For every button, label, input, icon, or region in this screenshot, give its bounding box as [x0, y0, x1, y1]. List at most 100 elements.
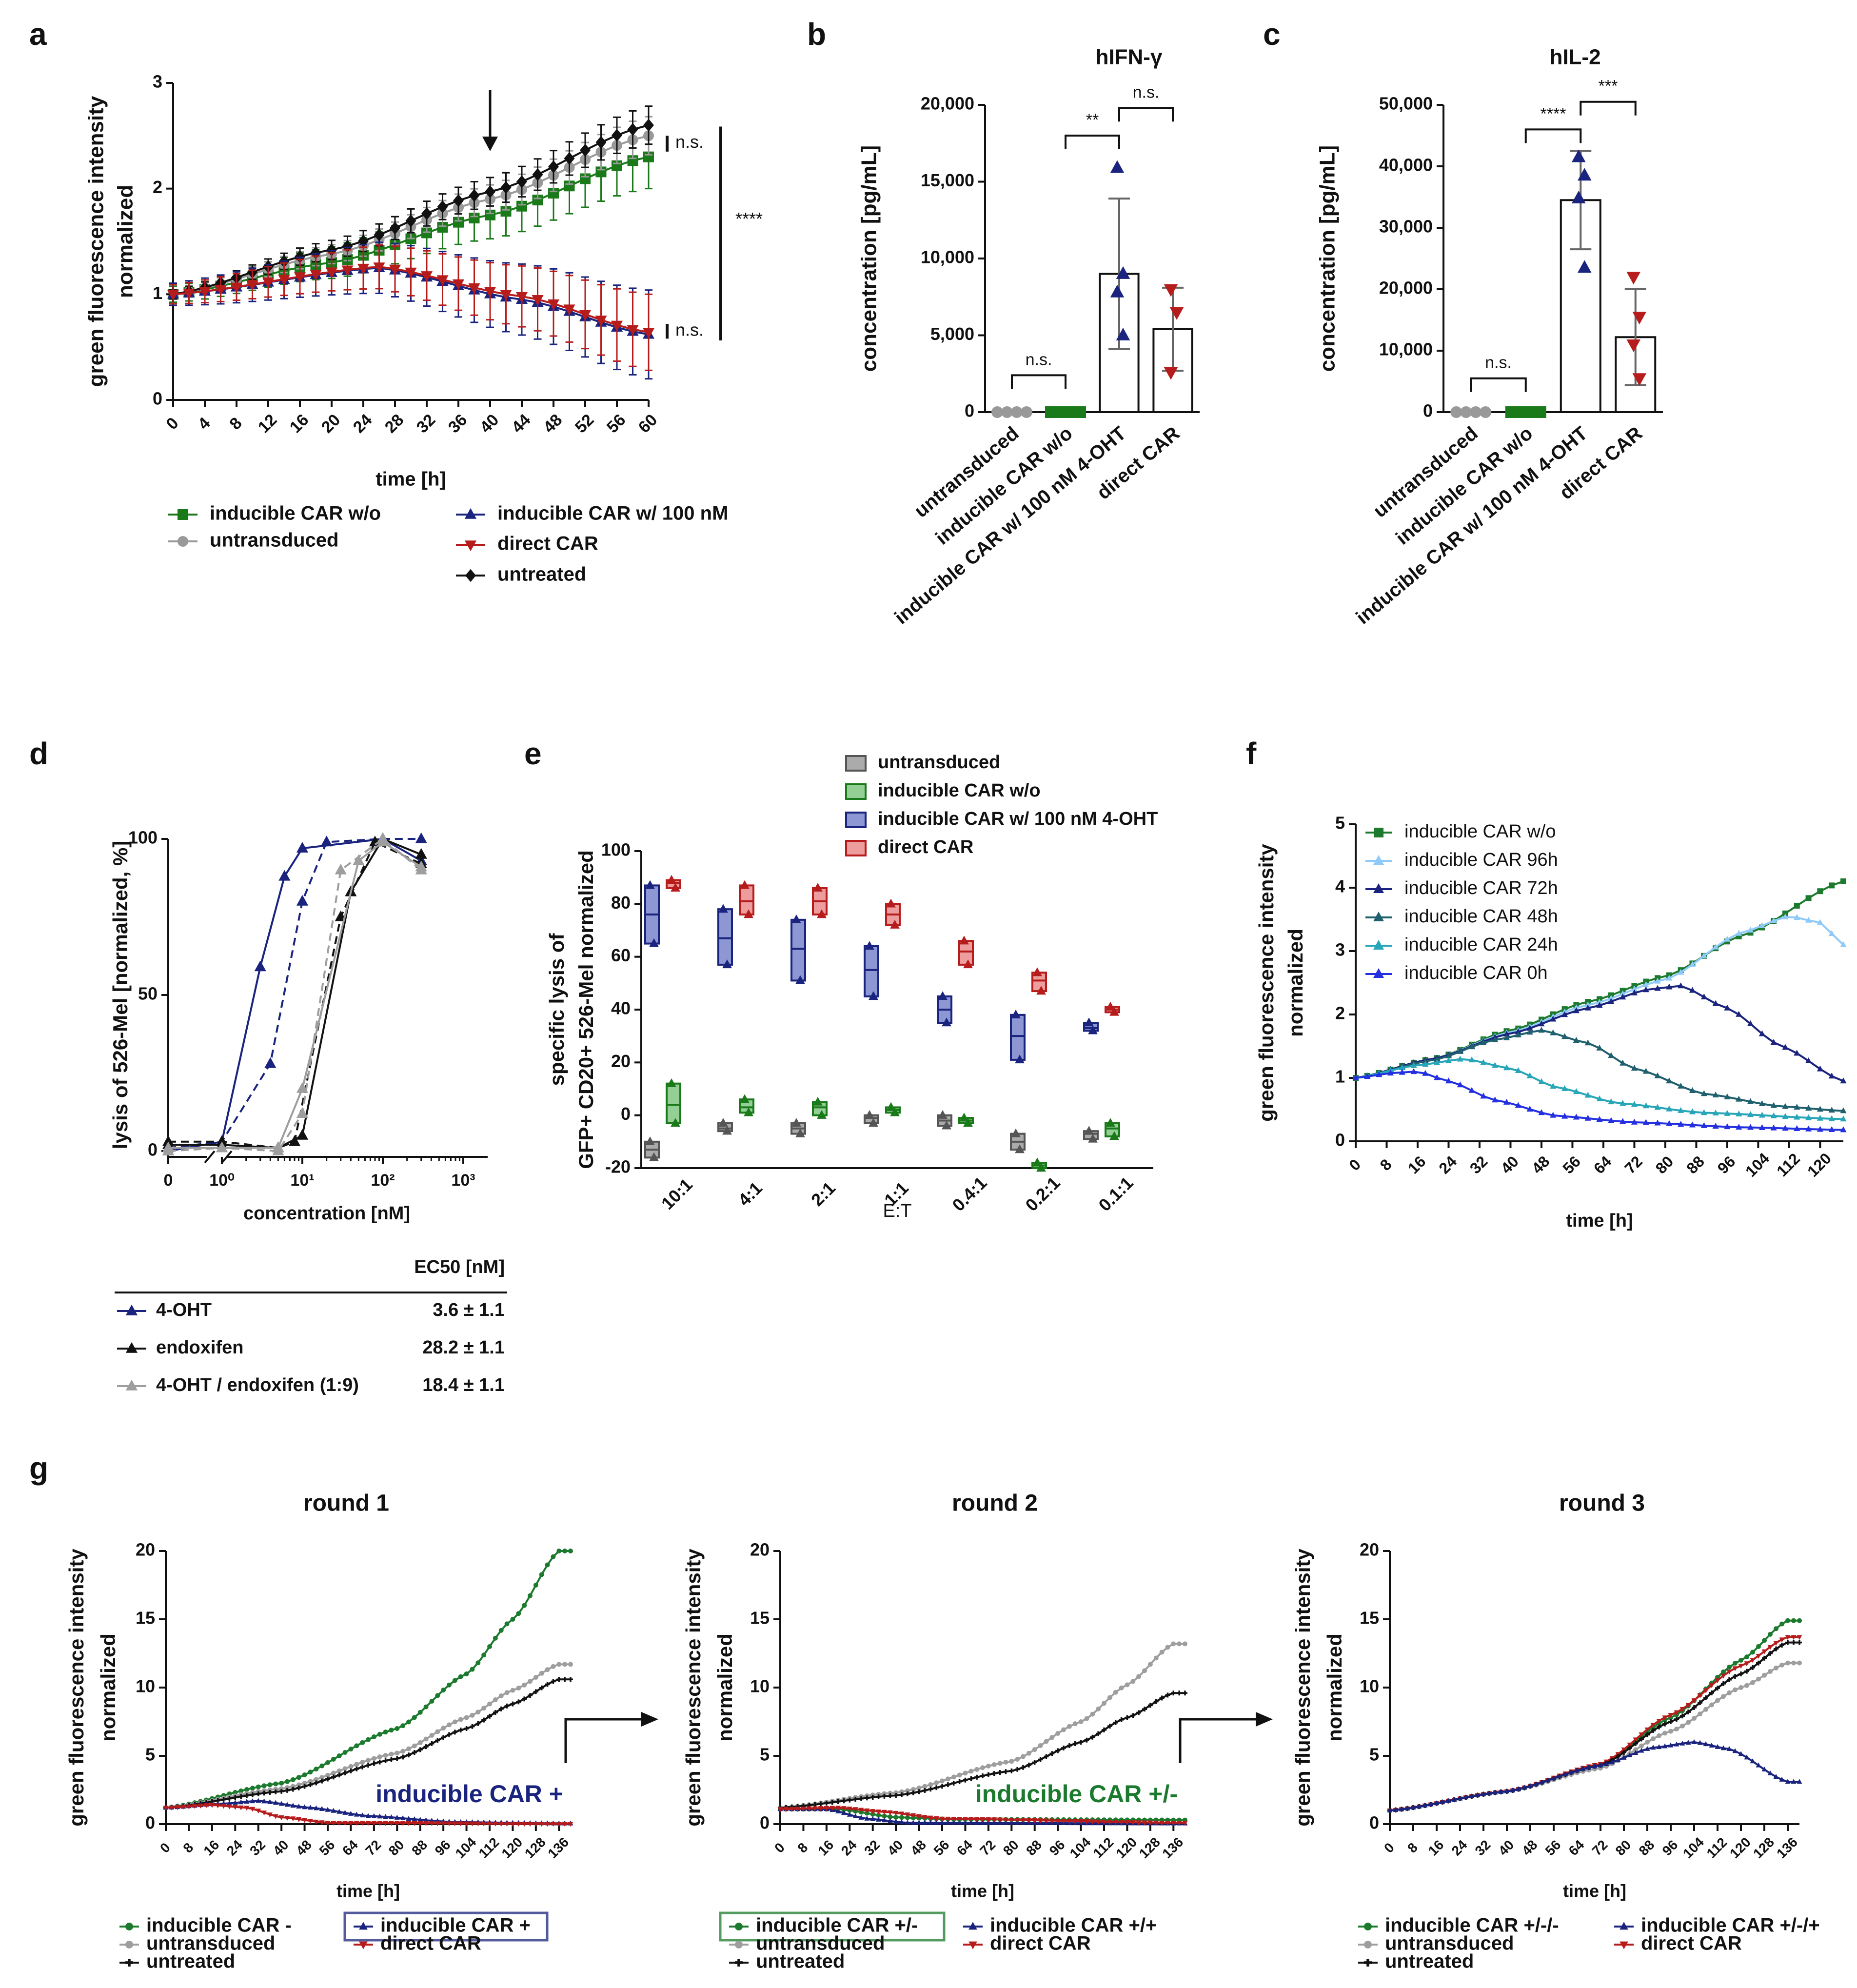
x-tick-label: 72 — [1621, 1153, 1646, 1177]
bar-group — [1152, 284, 1193, 414]
data-point — [986, 1763, 991, 1769]
data-point — [354, 1811, 359, 1817]
x-tick-label: 10:1 — [657, 1174, 696, 1213]
x-tick-label: 8 — [226, 414, 245, 433]
data-point — [1797, 1635, 1802, 1640]
data-point — [1712, 1000, 1719, 1006]
data-point — [1724, 1123, 1731, 1130]
data-point — [405, 267, 417, 278]
data-point — [169, 1805, 175, 1810]
data-point — [824, 1806, 830, 1811]
data-point — [458, 1821, 464, 1827]
data-point — [504, 1621, 510, 1627]
x-tick-label: 8 — [180, 1840, 196, 1856]
data-point — [1779, 1662, 1784, 1668]
legend-highlight-box — [719, 1911, 946, 1942]
data-point — [1758, 922, 1765, 928]
data-point — [1785, 1618, 1790, 1623]
data-point — [1750, 1658, 1756, 1663]
legend-marker — [1620, 1922, 1628, 1930]
significance-bracket — [1524, 128, 1582, 143]
legend-marker — [125, 1342, 138, 1353]
data-point — [905, 1820, 910, 1825]
data-point — [795, 1128, 805, 1137]
data-point — [1095, 1819, 1101, 1825]
data-point — [910, 1820, 916, 1825]
x-tick-label: 32 — [1466, 1153, 1491, 1177]
legend-marker — [1373, 940, 1384, 950]
x-tick-label: 48 — [1528, 1153, 1553, 1177]
data-point — [1697, 1740, 1703, 1745]
data-point — [233, 1789, 238, 1795]
data-point — [1692, 1716, 1697, 1721]
significance-label: *** — [1599, 77, 1618, 96]
data-point — [1119, 1820, 1125, 1825]
data-point — [1733, 1687, 1738, 1692]
legend-item: direct CAR — [497, 533, 598, 555]
legend-marker — [1373, 912, 1384, 921]
data-point — [320, 835, 333, 847]
data-point — [1113, 1820, 1119, 1825]
data-point — [562, 1662, 568, 1667]
data-point — [562, 1822, 568, 1827]
y-tick-label: 15 — [136, 1608, 155, 1628]
data-point — [1183, 1641, 1187, 1647]
data-point — [718, 904, 728, 913]
data-point — [893, 1790, 899, 1795]
data-point — [939, 1816, 945, 1822]
data-point — [957, 1820, 963, 1825]
x-axis-title: time [h] — [336, 1881, 400, 1901]
data-point — [198, 287, 211, 298]
group-inducible-CAR-w-o — [666, 1078, 1120, 1172]
y-tick-label: 0 — [1423, 401, 1433, 421]
data-point — [1015, 1054, 1025, 1064]
data-point — [1574, 1768, 1580, 1773]
data-point — [1036, 986, 1046, 995]
data-point — [374, 228, 385, 241]
data-point — [515, 1822, 521, 1827]
data-point — [354, 1762, 359, 1767]
data-point — [1691, 1739, 1697, 1744]
data-point — [1352, 1074, 1359, 1080]
data-point — [1480, 1093, 1487, 1099]
panel-letter: c — [1263, 17, 1281, 52]
data-point — [1376, 1071, 1383, 1077]
data-point — [1747, 1020, 1754, 1026]
x-tick-label: 40 — [885, 1837, 906, 1859]
data-point — [279, 1781, 284, 1786]
group-untransduced — [644, 1110, 1099, 1161]
data-point — [791, 914, 801, 924]
data-point — [406, 1821, 412, 1826]
legend-item: inducible CAR +/-/- — [1385, 1915, 1559, 1936]
data-point — [447, 1722, 452, 1728]
data-point — [390, 221, 400, 235]
significance-label: n.s. — [1485, 354, 1512, 372]
data-point — [1110, 160, 1125, 173]
data-point — [359, 1812, 365, 1818]
data-point — [296, 1129, 309, 1140]
data-point — [1445, 1798, 1451, 1803]
data-point — [1119, 1685, 1124, 1690]
panel-letter: b — [807, 17, 826, 52]
data-point — [423, 1817, 429, 1823]
data-point — [881, 1817, 887, 1823]
data-point — [551, 1554, 556, 1559]
data-point — [1109, 1007, 1119, 1016]
data-point — [335, 863, 347, 875]
data-point — [1072, 1721, 1078, 1727]
y-axis-title: normalized — [97, 1633, 119, 1742]
data-point — [1177, 1641, 1182, 1647]
data-point — [498, 1628, 504, 1633]
arrow-head — [482, 137, 498, 151]
data-point — [412, 1743, 417, 1749]
data-point — [485, 209, 495, 220]
series-endoxifen — [162, 832, 427, 1153]
data-point — [1700, 1090, 1707, 1096]
data-point — [1136, 1820, 1142, 1826]
x-tick-label: 40 — [1496, 1837, 1517, 1859]
data-point — [1504, 1788, 1510, 1793]
x-tick-label: 24 — [1435, 1153, 1460, 1177]
data-point — [331, 1756, 336, 1762]
y-axis-title: normalized — [1284, 929, 1307, 1037]
